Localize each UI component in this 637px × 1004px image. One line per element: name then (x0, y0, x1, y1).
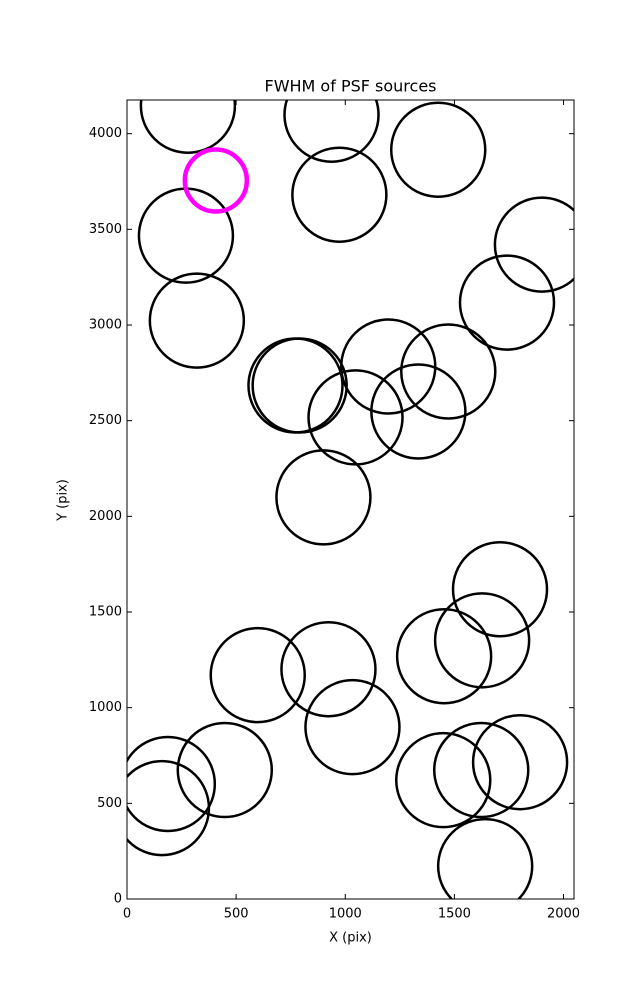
source-circle (251, 337, 348, 434)
source-circle (471, 713, 569, 811)
source-circle (400, 323, 497, 420)
source-circle (370, 363, 467, 460)
x-tick-label: 1500 (438, 907, 471, 922)
y-tick-label: 0 (114, 892, 122, 907)
y-tick-label: 3000 (89, 318, 122, 333)
source-circle (432, 721, 530, 819)
source-circle (139, 100, 237, 154)
source-circle (395, 731, 492, 829)
source-circle (436, 817, 534, 899)
source-circle (304, 678, 401, 776)
source-circle (283, 100, 380, 163)
x-tick-label: 500 (224, 907, 249, 922)
source-circle (395, 607, 493, 705)
y-axis-label: Y (pix) (56, 479, 71, 522)
y-tick-label: 4000 (89, 126, 122, 141)
source-circle (182, 147, 250, 214)
y-tick-label: 3500 (89, 222, 122, 237)
source-circle (176, 721, 274, 819)
source-circle (209, 626, 306, 724)
x-tick-label: 0 (123, 907, 131, 922)
source-circle (493, 196, 574, 293)
source-circle (127, 759, 211, 857)
y-tick-label: 2500 (89, 413, 122, 428)
source-circle (275, 449, 372, 546)
x-axis-label: X (pix) (329, 931, 372, 946)
source-circle (148, 272, 246, 369)
source-circle (389, 101, 487, 198)
x-tick-label: 2000 (547, 907, 580, 922)
source-circle (451, 540, 549, 638)
source-circle (127, 735, 217, 833)
axes-frame (126, 99, 575, 900)
plot-area (127, 100, 574, 899)
y-tick-label: 500 (97, 796, 122, 811)
x-tick-label: 1000 (329, 907, 362, 922)
chart-title: FWHM of PSF sources (264, 77, 436, 96)
y-tick-label: 2000 (89, 509, 122, 524)
source-circle (280, 620, 377, 718)
y-tick-label: 1000 (89, 700, 122, 715)
source-circle (458, 254, 556, 351)
source-circle (291, 146, 388, 243)
source-circle (433, 592, 531, 689)
y-tick-label: 1500 (89, 605, 122, 620)
